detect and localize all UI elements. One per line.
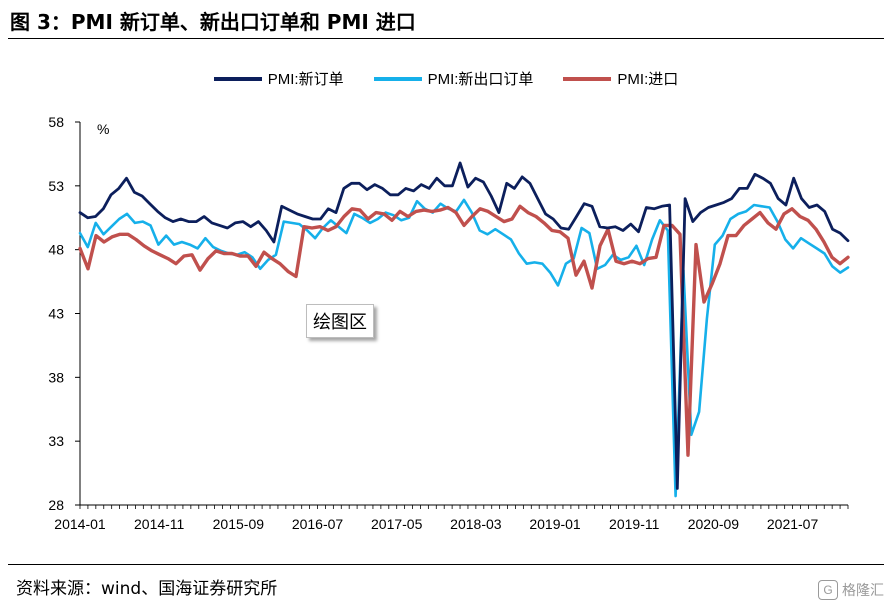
source-note: 资料来源：wind、国海证券研究所 <box>16 579 278 599</box>
x-tick-label: 2016-07 <box>292 516 344 532</box>
x-tick-label: 2017-05 <box>371 516 423 532</box>
legend-item-new-orders: PMI:新订单 <box>213 68 344 89</box>
x-tick-label: 2019-11 <box>609 516 660 532</box>
x-tick-label: 2021-07 <box>767 516 819 532</box>
x-tick-label: 2019-01 <box>529 516 581 532</box>
y-tick-label: 28 <box>48 497 64 513</box>
x-tick-label: 2015-09 <box>213 516 265 532</box>
legend-swatch-imports <box>563 76 612 81</box>
y-tick-label: 43 <box>48 306 64 322</box>
x-tick-label: 2014-01 <box>54 516 106 532</box>
legend-label-new-export-orders: PMI:新出口订单 <box>427 71 534 88</box>
y-tick-label: 48 <box>48 242 64 258</box>
y-axis-unit: % <box>97 121 109 137</box>
series-line-new-export-orders <box>78 198 850 498</box>
watermark: G 格隆汇 <box>818 580 884 600</box>
source-divider <box>8 564 884 565</box>
legend-label-new-orders: PMI:新订单 <box>267 71 344 88</box>
x-tick-label: 2020-09 <box>688 516 740 532</box>
plot-area-label: 绘图区 <box>306 304 374 338</box>
series-line-imports <box>78 204 850 457</box>
y-tick-label: 38 <box>48 369 64 385</box>
y-tick-label: 33 <box>48 433 64 449</box>
chart-series-lines <box>78 161 850 498</box>
legend-label-imports: PMI:进口 <box>617 71 679 88</box>
x-tick-label: 2014-11 <box>134 516 185 532</box>
legend-swatch-new-orders <box>213 76 262 81</box>
watermark-logo-icon: G <box>818 580 838 600</box>
title-divider <box>8 38 884 39</box>
legend-swatch-new-export-orders <box>373 76 422 81</box>
legend-item-imports: PMI:进口 <box>563 68 678 89</box>
y-tick-label: 53 <box>48 178 64 194</box>
chart-axes: 28 33 38 43 48 53 58 % 2014-01 2014-11 2015-09 2016… <box>48 114 849 532</box>
series-line-new-orders <box>78 161 850 490</box>
chart-title: 图 3：PMI 新订单、新出口订单和 PMI 进口 <box>10 10 416 34</box>
legend-item-new-export-orders: PMI:新出口订单 <box>373 68 534 89</box>
x-tick-label: 2018-03 <box>450 516 502 532</box>
y-tick-label: 58 <box>48 114 64 130</box>
watermark-text: 格隆汇 <box>842 582 884 598</box>
chart-legend: PMI:新订单 PMI:新出口订单 PMI:进口 <box>0 68 892 89</box>
